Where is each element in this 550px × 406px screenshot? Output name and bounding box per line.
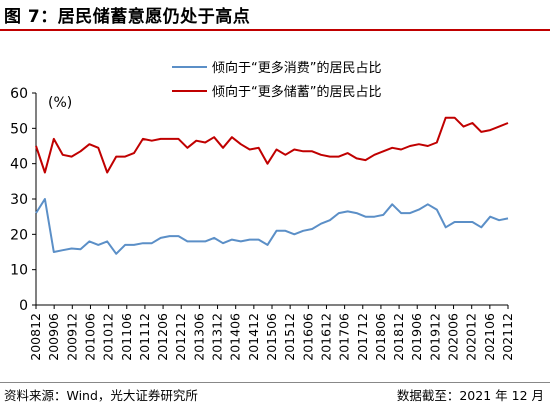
x-tick-label: 201012: [101, 313, 116, 361]
x-tick-label: 201006: [82, 313, 97, 361]
y-tick-label: 50: [10, 121, 28, 137]
x-tick-label: 201212: [173, 313, 188, 361]
y-tick-label: 10: [10, 263, 28, 279]
y-unit-label: (%): [48, 95, 72, 111]
x-tick-label: 201906: [409, 313, 424, 361]
y-tick-label: 30: [10, 192, 28, 208]
x-tick-label: 201506: [264, 313, 279, 361]
x-tick-label: 200906: [46, 313, 61, 361]
x-tick-label: 201512: [282, 313, 297, 361]
x-tick-label: 202012: [464, 313, 479, 361]
footer-rule: [0, 382, 550, 383]
title-rule: [0, 29, 550, 31]
x-tick-label: 200812: [28, 313, 43, 361]
x-tick-label: 201912: [427, 313, 442, 361]
x-tick-label: 202006: [446, 313, 461, 361]
x-tick-label: 201412: [246, 313, 261, 361]
x-tick-label: 201312: [210, 313, 225, 361]
x-tick-label: 201306: [191, 313, 206, 361]
series-line-savings: [35, 116, 509, 174]
legend-label: 倾向于“更多储蓄”的居民占比: [212, 84, 381, 100]
x-tick-label: 201712: [355, 313, 370, 361]
x-tick-label: 201612: [318, 313, 333, 361]
x-tick-label: 201706: [337, 313, 352, 361]
x-tick-label: 201806: [373, 313, 388, 361]
source-note: 资料来源：Wind，光大证券研究所: [4, 388, 198, 403]
x-tick-label: 202106: [482, 313, 497, 361]
y-tick-label: 0: [19, 298, 28, 314]
x-tick-label: 201606: [300, 313, 315, 361]
x-tick-label: 201812: [391, 313, 406, 361]
legend-label: 倾向于“更多消费”的居民占比: [212, 60, 381, 76]
series-line-consumption: [35, 198, 509, 255]
line-chart: 0 10 20 30 40 50 60 (%) 200812 200906 200912 201006…: [10, 60, 515, 361]
date-note: 数据截至：2021 年 12 月: [396, 388, 544, 403]
chart-title: 图 7：居民储蓄意愿仍处于高点: [4, 7, 251, 27]
x-tick-label: 201106: [119, 313, 134, 361]
y-tick-label: 60: [10, 86, 28, 102]
x-tick-label: 200912: [64, 313, 79, 361]
x-tick-label: 201206: [155, 313, 170, 361]
y-tick-label: 40: [10, 157, 28, 173]
y-tick-label: 20: [10, 227, 28, 243]
x-tick-label: 201406: [228, 313, 243, 361]
x-tick-label: 202112: [500, 313, 515, 361]
x-tick-label: 201112: [137, 313, 152, 361]
